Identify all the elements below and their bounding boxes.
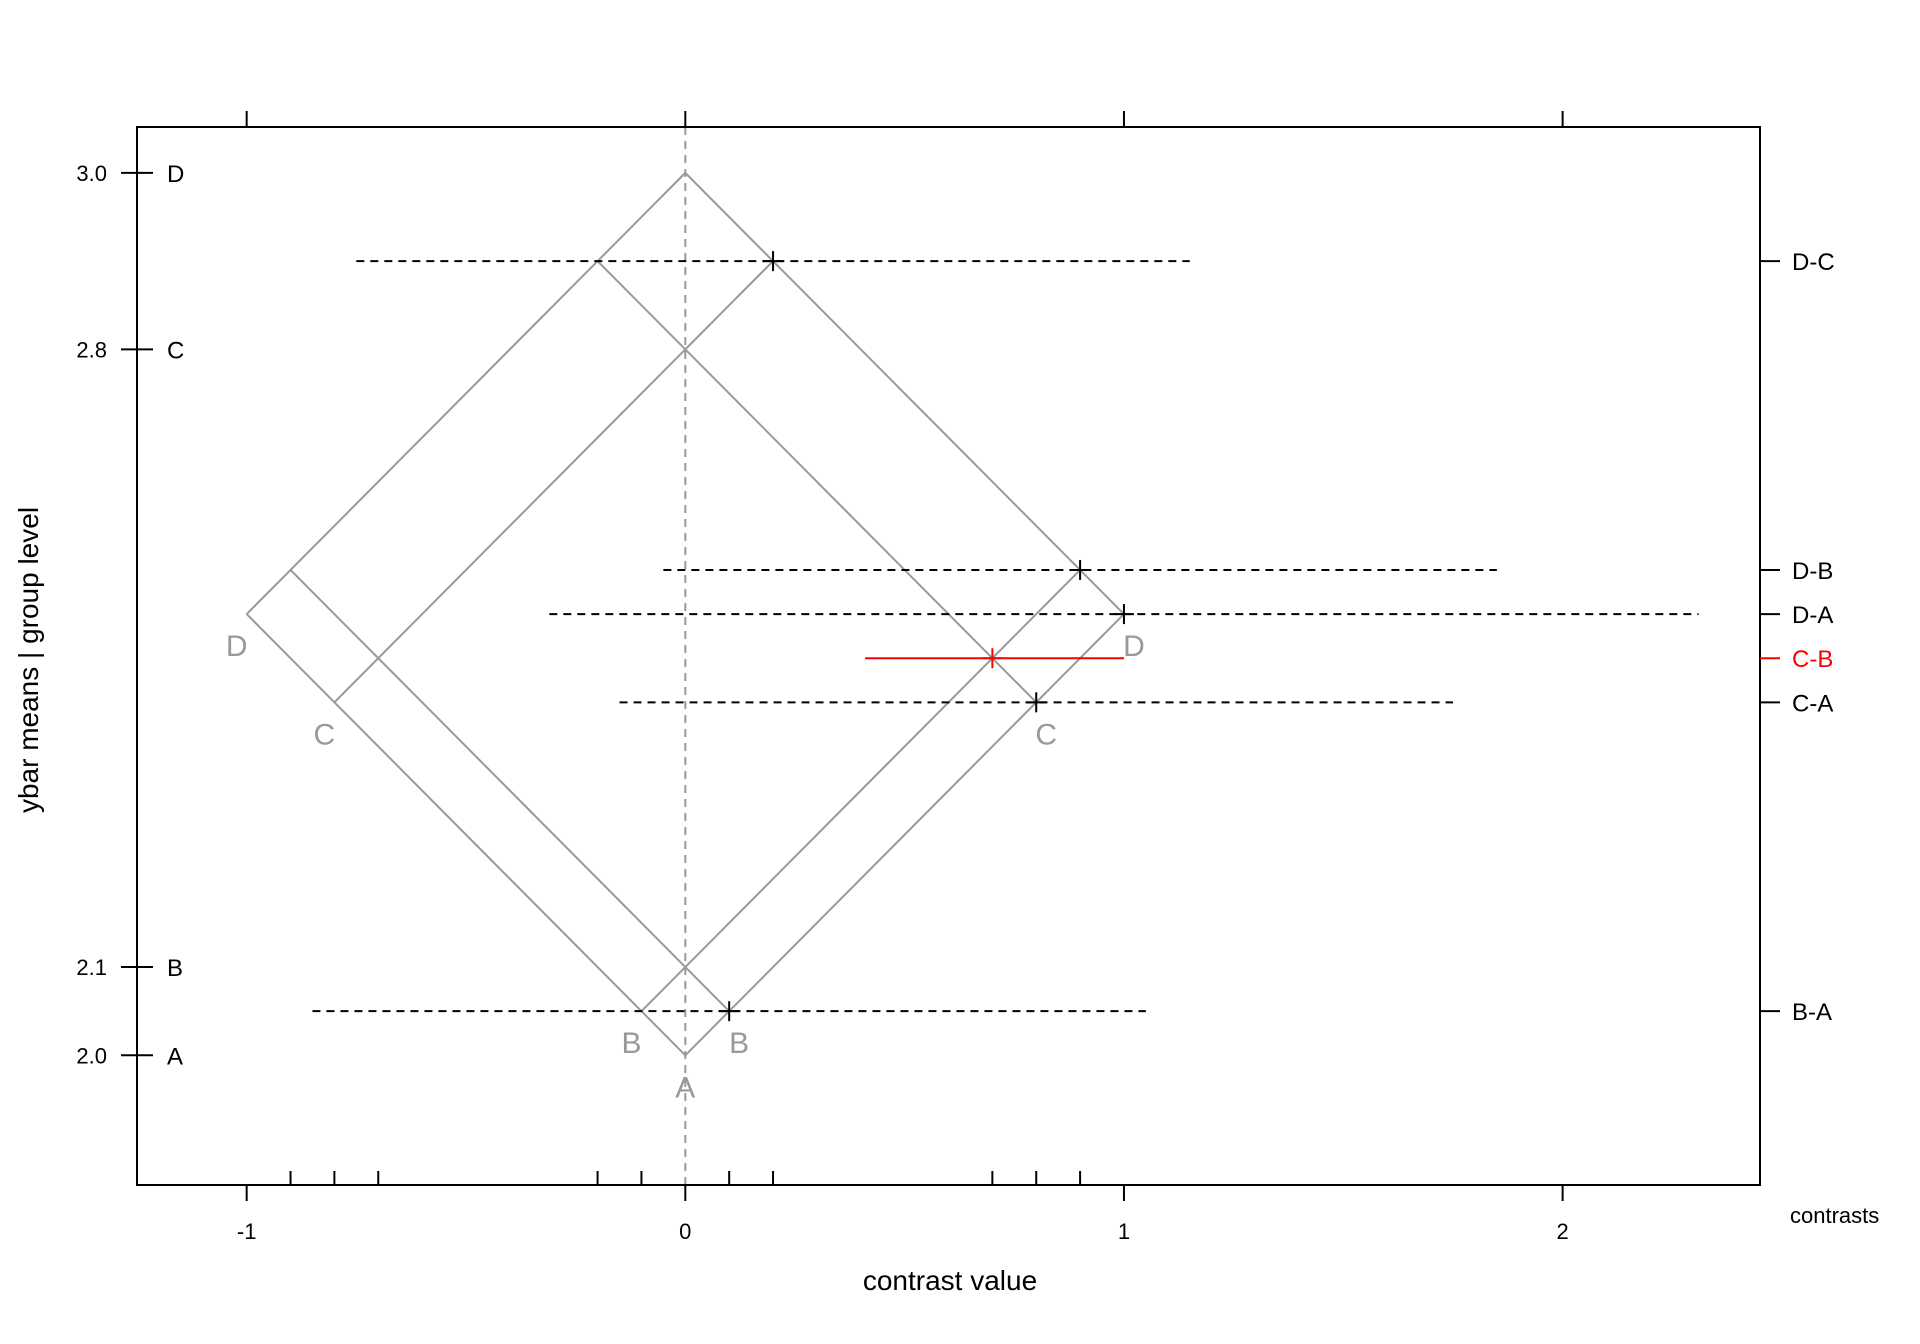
left-group-label-c: C	[167, 337, 184, 364]
x-tick-label-1: 0	[679, 1219, 691, 1244]
x-tick-label-0: -1	[237, 1219, 257, 1244]
x-axis-title: contrast value	[863, 1265, 1037, 1296]
iso-line-b-a	[640, 569, 1081, 1012]
iso-line-d-a	[245, 172, 687, 615]
x-tick-label-3: 2	[1556, 1219, 1568, 1244]
iso-line-d-b	[684, 172, 1125, 615]
confidence-intervals	[312, 251, 1699, 1022]
iso-label-a: A	[675, 1071, 695, 1104]
left-tick-label-b: 2.1	[76, 955, 107, 980]
iso-label-d-left: D	[226, 630, 248, 663]
isomeans-grid: A B B C C D D	[226, 172, 1145, 1104]
right-label-c-a: C-A	[1792, 690, 1833, 717]
iso-line-c-a	[333, 260, 774, 704]
right-label-d-c: D-C	[1792, 249, 1835, 276]
left-tick-label-c: 2.8	[76, 337, 107, 362]
right-label-d-a: D-A	[1792, 602, 1833, 629]
right-axis-title: contrasts	[1790, 1203, 1879, 1228]
plot-border	[136, 126, 1761, 1186]
iso-line-a-b	[245, 613, 687, 1056]
left-axis: 2.0 A 2.1 B 2.8 C 3.0 D	[76, 161, 184, 1070]
iso-label-b-left: B	[621, 1027, 641, 1060]
left-group-label-d: D	[167, 161, 184, 188]
plot-frame	[136, 126, 1761, 1186]
left-group-label-b: B	[167, 955, 183, 982]
iso-line-c-b	[596, 260, 1037, 704]
left-tick-label-d: 3.0	[76, 161, 107, 186]
iso-label-c-left: C	[314, 718, 336, 751]
right-label-b-a: B-A	[1792, 999, 1832, 1026]
iso-label-b-right: B	[729, 1027, 749, 1060]
y-axis-title: ybar means | group level	[13, 507, 44, 813]
x-axis: -1 0 1 2	[237, 111, 1569, 1244]
right-label-c-b: C-B	[1792, 646, 1833, 673]
iso-line-a-a	[684, 613, 1125, 1056]
left-tick-label-a: 2.0	[76, 1043, 107, 1068]
x-tick-label-2: 1	[1118, 1219, 1130, 1244]
left-group-label-a: A	[167, 1043, 183, 1070]
iso-label-c-right: C	[1035, 718, 1057, 751]
right-axis: D-C D-B D-A C-B C-A B-A	[1760, 249, 1835, 1026]
right-label-d-b: D-B	[1792, 558, 1833, 585]
iso-line-b-b	[289, 569, 730, 1012]
iso-label-d-right: D	[1123, 630, 1145, 663]
